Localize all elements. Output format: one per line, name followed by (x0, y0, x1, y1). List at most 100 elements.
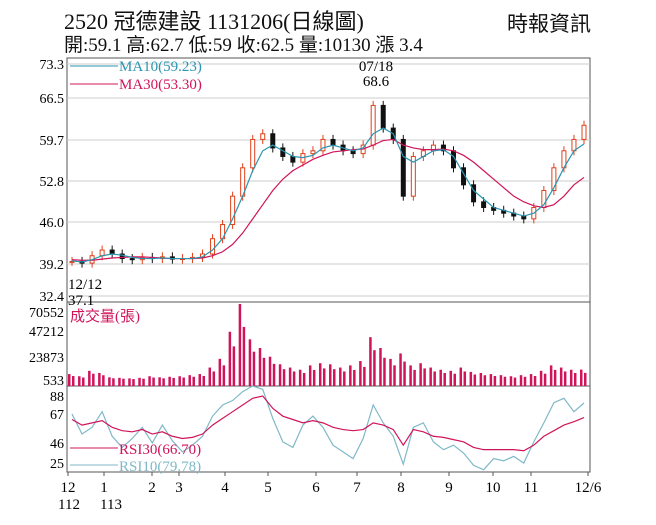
year-label: 112 (58, 497, 80, 513)
candle (571, 138, 577, 152)
volume-bar (108, 377, 111, 386)
volume-bar (168, 376, 171, 386)
volume-bar (138, 377, 141, 386)
x-tick-label: 10 (486, 480, 501, 496)
ma10-legend: MA10(59.23) (119, 59, 202, 75)
volume-bar (112, 378, 115, 386)
candle (129, 258, 135, 261)
volume-bar (483, 375, 487, 386)
x-tick-label: 2 (148, 480, 156, 496)
volume-bar (172, 377, 175, 386)
ohlc-stats: 開:59.1 高:62.7 低:59 收:62.5 量:10130 漲 3.4 (64, 35, 423, 56)
volume-bar (373, 350, 376, 386)
volume-bar (429, 367, 432, 386)
rsi-tick-label: 46 (50, 437, 64, 452)
x-tick-label: 8 (397, 480, 405, 496)
volume-bar (68, 374, 71, 386)
price-tick-label: 59.7 (40, 134, 65, 149)
rsi10-legend: RSI10(79.78) (119, 459, 201, 475)
rsi-tick-label: 88 (50, 390, 64, 405)
volume-bar (549, 365, 553, 386)
volume-bar (353, 369, 356, 386)
volume-bar (584, 372, 587, 386)
rsi30-line (71, 395, 585, 452)
price-tick-label: 39.2 (40, 258, 65, 273)
volume-bar (122, 378, 125, 386)
price-tick-label: 52.8 (40, 175, 65, 190)
volume-bar (519, 375, 523, 386)
volume-bar (399, 353, 402, 386)
low-value-annotation: 37.1 (68, 293, 94, 309)
volume-bar (489, 374, 493, 386)
volume-bar (178, 376, 181, 386)
volume-bar (469, 371, 473, 386)
volume-bar (369, 337, 372, 386)
volume-bar (278, 364, 282, 386)
volume-bar (238, 304, 242, 386)
volume-bar (543, 373, 547, 386)
volume-bar (312, 369, 316, 386)
volume-bar (72, 376, 75, 386)
candle (481, 201, 487, 209)
volume-bar (379, 348, 382, 386)
volume-bar (343, 371, 346, 386)
candle (370, 104, 376, 146)
volume-bar (202, 376, 206, 386)
rsi10-line (71, 385, 585, 471)
volume-bar (212, 371, 216, 386)
rsi-tick-label: 25 (50, 457, 64, 472)
candle (260, 133, 266, 140)
x-tick-label: 12 (61, 480, 76, 496)
volume-bar (359, 361, 362, 386)
volume-bar (282, 369, 286, 386)
volume-bar (333, 369, 336, 386)
volume-tick-label: 533 (43, 374, 64, 389)
volume-bar (403, 361, 406, 386)
price-tick-label: 73.3 (40, 58, 65, 73)
volume-bar (389, 358, 392, 386)
volume-bar (533, 376, 537, 386)
candle (320, 138, 326, 152)
volume-bar (443, 372, 446, 386)
ma30-line (71, 138, 585, 261)
volume-bar (228, 331, 232, 386)
rsi-panel-frame (66, 385, 591, 473)
x-tick-label: 7 (353, 480, 361, 496)
volume-bar (573, 372, 577, 386)
volume-label: 成交量(張) (70, 307, 140, 325)
volume-bar (349, 365, 352, 386)
x-tick-label: 3 (175, 480, 183, 496)
volume-bar (92, 373, 95, 386)
volume-bar (563, 371, 567, 386)
candle (210, 238, 216, 255)
volume-bar (509, 376, 513, 386)
volume-bar (329, 364, 332, 386)
volume-bar (152, 377, 155, 386)
price-tick-label: 66.5 (40, 92, 65, 107)
volume-bar (258, 348, 262, 386)
candle (581, 124, 587, 140)
volume-bar (459, 367, 463, 386)
volume-bar (148, 376, 151, 386)
rsi30-legend: RSI30(66.70) (119, 442, 201, 458)
volume-bar (248, 339, 252, 386)
volume-bar (473, 374, 477, 386)
year-label: 113 (100, 497, 122, 513)
volume-bar (222, 365, 226, 386)
volume-bar (158, 377, 161, 386)
volume-bar (523, 376, 527, 386)
x-tick-label: 9 (445, 480, 453, 496)
volume-bar (559, 367, 563, 386)
volume-bar (232, 346, 236, 386)
price-panel-frame (66, 57, 591, 303)
volume-bar (439, 369, 442, 386)
volume-bar (318, 363, 322, 386)
volume-bar (208, 367, 212, 386)
x-tick-label: 5 (264, 480, 272, 496)
volume-bar (553, 369, 557, 386)
volume-bar (242, 326, 246, 386)
volume-bar (192, 376, 195, 386)
volume-bar (298, 369, 302, 386)
chart-title: 2520 冠德建設 1131206(日線圖) (64, 9, 364, 34)
